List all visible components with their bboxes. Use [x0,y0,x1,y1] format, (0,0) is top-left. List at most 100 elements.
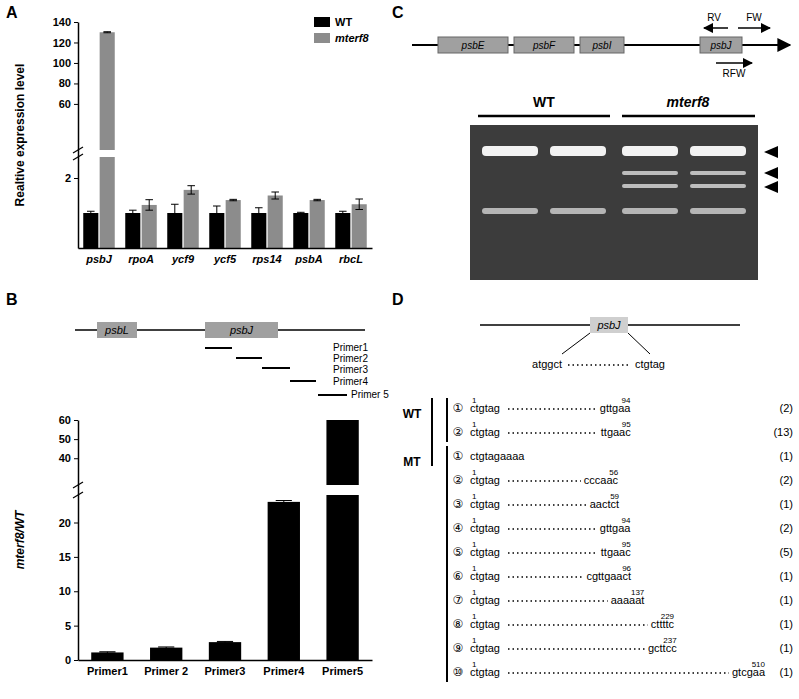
row-end-position: 96 [622,564,631,573]
y-tick-mark [74,458,78,459]
bar [226,200,241,248]
x-tick-label: ycf5 [213,253,237,265]
gene-box [590,317,628,333]
row-end-position: 229 [661,612,675,621]
gene-label: psbI [592,40,612,51]
y-tick-mark [74,660,78,661]
row-index: ⑧ [453,617,464,631]
error-bar [313,199,321,200]
y-tick-mark [74,591,78,592]
row-start-position: 1 [472,516,477,525]
row-index: ④ [453,521,464,535]
error-bar [213,206,221,220]
row-count: (2) [780,402,793,414]
bar [91,652,123,660]
x-tick: rbcL [339,248,363,265]
primer-label: FW [746,12,762,23]
error-cap [335,420,351,421]
primer-label: Primer1 [333,342,368,353]
y-tick: 40 [59,452,78,464]
error-stem [359,199,360,210]
x-tick-label: rps14 [252,253,281,265]
x-tick-label: Primer 2 [144,665,188,677]
y-tick: 50 [59,433,78,445]
gel-band [622,208,678,214]
error-bar [229,199,237,200]
bar [184,190,199,248]
row-count: (2) [780,474,793,486]
row-end-position: 95 [622,540,631,549]
error-cap [271,192,279,193]
sequence-start: atggct [532,358,562,370]
panel-label: D [392,291,404,308]
error-bar [276,501,292,504]
x-tick-label: rbcL [339,253,363,265]
error-cap [187,185,195,186]
row-start-position: 1 [472,612,477,621]
row-dots [508,504,587,506]
error-cap [335,420,351,421]
gene-label: psbL [104,324,129,336]
row-end-position: 56 [609,468,618,477]
axis-break-mark [73,482,83,488]
primer-segment [262,367,290,369]
row-count: (1) [780,498,793,510]
x-tick-label: Primer4 [263,665,305,677]
error-cap [229,200,237,201]
row-count: (1) [780,618,793,630]
y-tick-label: 80 [59,77,71,89]
error-cap [213,220,221,221]
y-tick-label: 5 [65,620,71,632]
row-count: (1) [780,570,793,582]
row-index: ① [453,449,464,463]
error-cap [103,32,111,33]
y-tick-mark [74,439,78,440]
axis-break-mark [73,147,83,153]
row-start-position: 1 [472,540,477,549]
y-tick: 2 [65,172,78,184]
gene-box [700,37,742,53]
sequence-dots [568,364,628,366]
gene-label: psbF [532,40,556,51]
x-tick: rpoA [128,248,154,265]
row-index: ⑥ [453,569,464,583]
error-bar [339,211,347,215]
gel-band [550,208,606,214]
primer-arrow [738,27,770,29]
gel-band [690,208,746,214]
row-index: ① [453,401,464,415]
x-tick-label: psbJ [85,253,113,265]
panel-label: B [6,291,18,308]
y-tick-mark [74,420,78,421]
error-bar [171,204,179,222]
chart: 05101520405060Primer1Primer 2Primer3Prim… [13,414,373,677]
row-dots [508,576,583,578]
row-dots [508,648,645,650]
zoom-line [628,333,650,354]
gel-band [622,184,678,188]
gene-box [580,37,624,53]
error-cap [255,207,263,208]
error-cap [103,31,111,32]
y-tick-label: 20 [59,517,71,529]
error-cap [99,653,115,654]
x-tick-label: Primer3 [205,665,246,677]
row-start-position: 1 [472,396,477,405]
legend-label: WT [335,16,352,28]
error-bar [187,186,195,194]
y-tick-label: 50 [59,433,71,445]
y-axis-line [78,23,80,249]
row-count: (1) [780,594,793,606]
row-dots [508,552,598,554]
x-tick: ycf9 [171,248,195,265]
x-tick: Primer5 [322,660,363,677]
gene-box [205,322,278,338]
chart: 26080100120140psbJrpoAycf9ycf5rps14psbAr… [13,16,373,265]
gene-box [438,37,508,53]
x-tick-label: ycf9 [171,253,195,265]
error-bar [158,647,174,648]
y-tick-mark [74,104,78,105]
error-cap [355,199,363,200]
gene-label: psbJ [229,324,254,336]
error-cap [217,642,233,643]
